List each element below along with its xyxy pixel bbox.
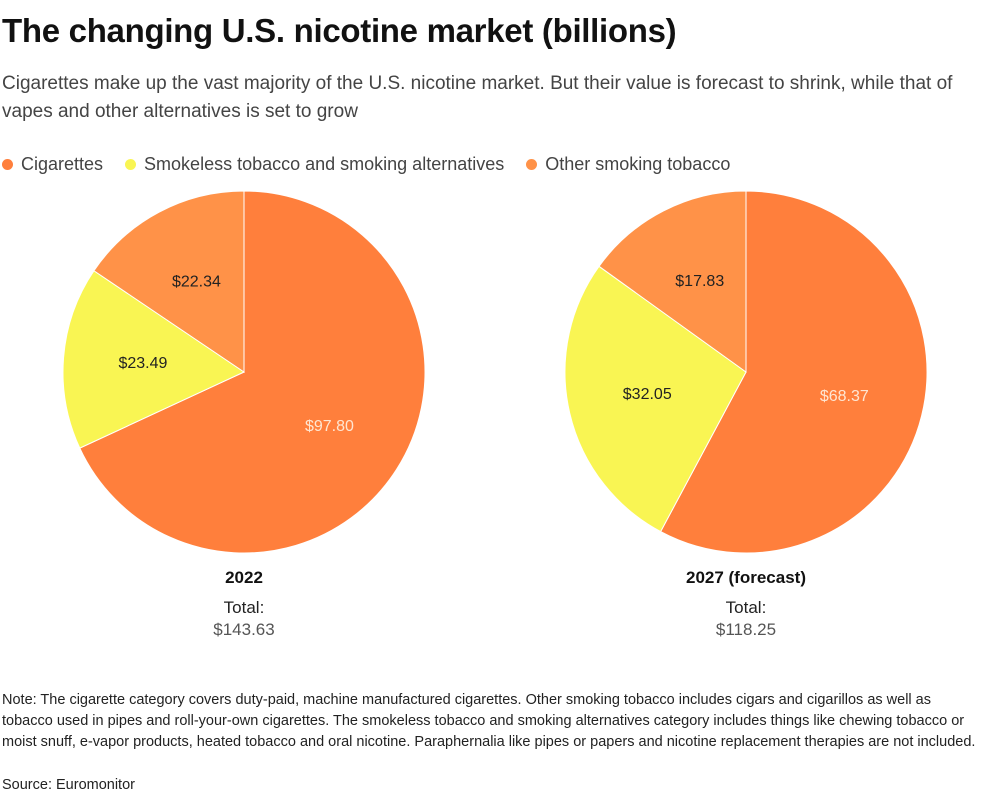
legend-swatch-other-tobacco [526,159,538,170]
footnote: Note: The cigarette category covers duty… [2,692,976,750]
chart-subtitle: Cigarettes make up the vast majority of … [2,73,953,122]
pie-2027-caption: 2027 (forecast) Total: $118.25 [626,568,866,640]
legend-label-smokeless: Smokeless tobacco and smoking alternativ… [144,154,505,174]
pie-2027-slice-other-tobacco [598,190,747,373]
pie-2022-label-smokeless: $23.49 [118,355,167,372]
legend-item-cigarettes: Cigarettes [2,154,103,175]
legend-label-cigarettes: Cigarettes [21,154,104,174]
legend-swatch-smokeless [125,159,137,170]
pie-2022-label-other-tobacco: $22.34 [172,274,221,291]
pie-2027-total-value: $118.25 [715,620,777,639]
pie-2027-forecast: $68.37 $32.05 $17.83 [564,190,928,554]
pie-2022-total-label: Total: [223,598,265,617]
pie-2022-slice-smokeless [62,270,246,449]
legend-label-other-tobacco: Other smoking tobacco [545,154,731,174]
legend-item-other-tobacco: Other smoking tobacco [526,154,730,175]
pie-2027-title: 2027 (forecast) [685,568,806,587]
pie-2022-label-cigarettes: $97.80 [305,418,354,435]
pie-2027-label-other-tobacco: $17.83 [675,273,724,290]
pie-2022-slice-cigarettes [79,190,426,554]
pie-2022-title: 2022 [225,568,263,587]
chart-title: The changing U.S. nicotine market (billi… [2,12,677,49]
pie-2022-total-value: $143.63 [213,620,275,639]
legend-swatch-cigarettes [2,159,13,170]
pie-2027-slice-smokeless [564,265,747,533]
legend: Cigarettes Smokeless tobacco and smoking… [2,154,730,175]
pie-charts: $97.80 $23.49 $22.34 $68.37 $32.05 $17.83 [62,190,928,554]
pie-2022: $97.80 $23.49 $22.34 [62,190,426,554]
source-line: Source: Euromonitor [2,777,135,793]
pie-2027-label-cigarettes: $68.37 [820,388,869,405]
pie-2027-label-smokeless: $32.05 [623,386,672,403]
pie-2027-slice-cigarettes [659,190,928,554]
pie-2027-total-label: Total: [725,598,767,617]
pie-2022-slice-other-tobacco [93,190,245,373]
legend-item-smokeless: Smokeless tobacco and smoking alternativ… [125,154,504,175]
pie-2022-caption: 2022 Total: $143.63 [124,568,364,640]
